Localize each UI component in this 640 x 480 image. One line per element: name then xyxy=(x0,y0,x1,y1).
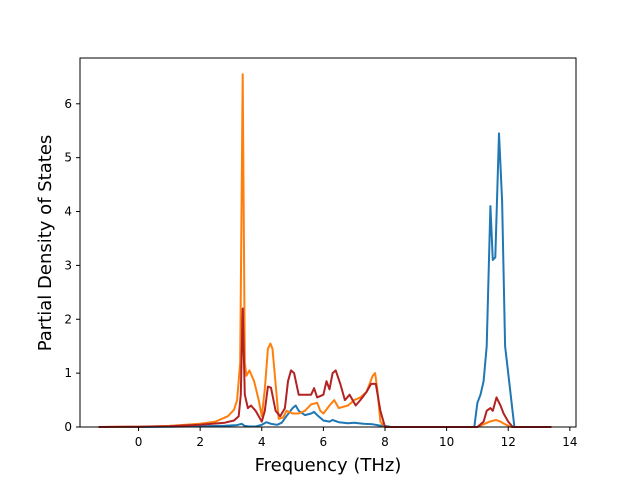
x-tick-label: 10 xyxy=(439,435,454,449)
series-line-1 xyxy=(98,132,552,428)
x-tick-label: 12 xyxy=(501,435,516,449)
series-line-3 xyxy=(98,307,552,428)
x-tick-label: 2 xyxy=(196,435,204,449)
plot-frame xyxy=(79,57,577,428)
y-tick-label: 4 xyxy=(64,205,72,219)
y-tick-label: 0 xyxy=(64,420,72,434)
x-tick-label: 4 xyxy=(258,435,266,449)
x-tick-label: 14 xyxy=(562,435,577,449)
y-tick-label: 1 xyxy=(64,366,72,380)
y-tick-label: 5 xyxy=(64,151,72,165)
y-axis-label: Partial Density of States xyxy=(35,135,56,352)
y-tick-label: 2 xyxy=(64,312,72,326)
x-tick-label: 6 xyxy=(320,435,328,449)
series-lines xyxy=(98,73,552,428)
y-tick-label: 6 xyxy=(64,97,72,111)
x-tick-label: 8 xyxy=(381,435,389,449)
x-tick-label: 0 xyxy=(135,435,143,449)
x-axis-ticks: 0 2 4 6 8 10 12 14 xyxy=(135,427,577,449)
y-axis-ticks: 0 1 2 3 4 5 6 xyxy=(64,97,80,434)
y-tick-label: 3 xyxy=(64,258,72,272)
x-axis-label: Frequency (THz) xyxy=(255,455,402,476)
